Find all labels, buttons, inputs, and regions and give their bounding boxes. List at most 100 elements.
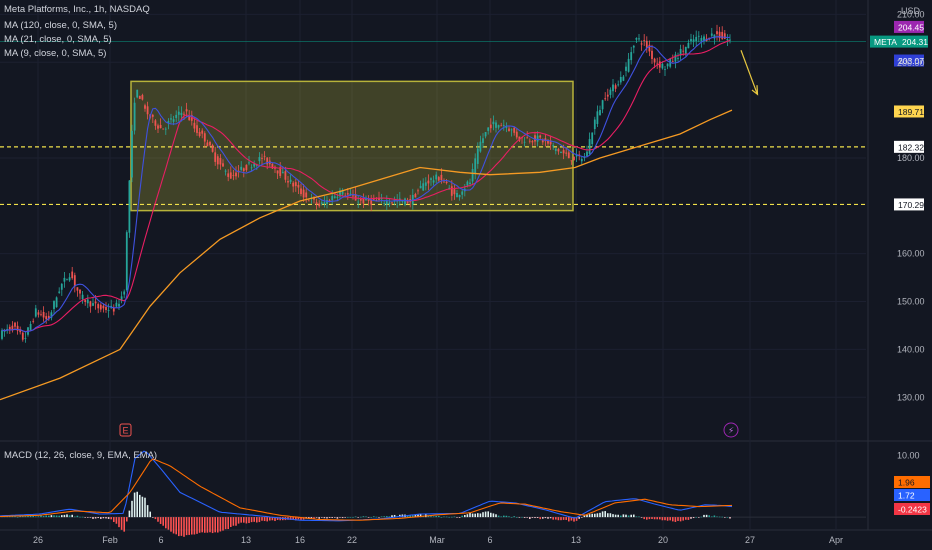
candle	[474, 153, 477, 180]
candle-body	[3, 331, 6, 332]
candle-body	[201, 130, 204, 134]
macd-histogram-bar	[362, 516, 365, 518]
legend-macd[interactable]: MACD (12, 26, close, 9, EMA, EMA)	[4, 450, 158, 461]
macd-histogram-bar	[196, 517, 198, 534]
macd-histogram-bar	[682, 517, 684, 521]
macd-histogram-bar	[188, 517, 190, 535]
macd-histogram-bar	[469, 512, 471, 518]
candle-body	[271, 163, 274, 169]
candle-body	[287, 181, 289, 183]
candle	[235, 166, 237, 180]
macd-histogram-bar	[271, 517, 274, 521]
candle-body	[14, 322, 16, 327]
candle	[305, 187, 308, 203]
macd-histogram-bar	[591, 513, 593, 518]
candle-body	[120, 296, 123, 301]
macd-histogram-bar	[204, 517, 206, 533]
candle-body	[133, 102, 136, 131]
macd-histogram-bar	[477, 513, 479, 518]
macd-histogram-bar	[458, 517, 461, 518]
macd-histogram-bar	[9, 516, 11, 518]
candle-body	[94, 301, 97, 304]
legend-ma21[interactable]: MA (21, close, 0, SMA, 5)	[4, 34, 112, 45]
candle-body	[424, 182, 427, 186]
macd-histogram-bar	[388, 516, 391, 518]
candle-body	[622, 76, 625, 81]
candle-body	[528, 140, 531, 142]
macd-histogram-bar	[711, 516, 713, 518]
y-tick-label: 130.00	[897, 392, 925, 402]
candle	[63, 271, 66, 288]
candle-body	[86, 299, 89, 304]
candle	[729, 34, 731, 44]
candle-body	[690, 39, 692, 42]
candle	[424, 177, 427, 191]
macd-histogram-bar	[27, 515, 29, 518]
candle	[697, 31, 700, 43]
macd-histogram-bar	[53, 515, 55, 518]
macd-histogram-bar	[484, 511, 487, 518]
macd-histogram-bar	[118, 517, 120, 528]
candle-body	[258, 157, 261, 162]
macd-histogram-bar	[107, 517, 110, 519]
candle-body	[128, 180, 131, 233]
candle-body	[385, 200, 388, 205]
legend-ma120[interactable]: MA (120, close, 0, SMA, 5)	[4, 20, 117, 31]
macd-histogram-bar	[570, 517, 573, 521]
candle-body	[92, 303, 94, 306]
candle-body	[713, 34, 716, 39]
candle	[573, 156, 575, 161]
y-tick-label: 150.00	[897, 297, 925, 307]
candle-body	[198, 131, 201, 137]
legend-ma9[interactable]: MA (9, close, 0, SMA, 5)	[4, 48, 107, 59]
macd-histogram-bar	[448, 516, 450, 518]
macd-histogram-bar	[612, 514, 614, 518]
candle	[635, 37, 638, 44]
candle-body	[461, 191, 464, 195]
candle-body	[323, 202, 326, 204]
candle-body	[687, 42, 690, 49]
candle	[593, 116, 596, 135]
macd-histogram-bar	[68, 515, 71, 518]
candle-body	[721, 31, 724, 39]
macd-histogram-bar	[581, 517, 583, 518]
candle-body	[341, 190, 344, 195]
candle	[214, 146, 217, 166]
candle	[645, 36, 648, 53]
macd-histogram-bar	[263, 517, 266, 522]
candle	[461, 189, 464, 200]
candle-body	[245, 164, 248, 171]
macd-histogram-bar	[276, 517, 279, 520]
macd-histogram-bar	[209, 517, 211, 533]
x-tick-label: 13	[571, 535, 581, 545]
macd-histogram-bar	[354, 516, 357, 518]
macd-histogram-bar	[128, 510, 131, 518]
candle-body	[29, 323, 32, 330]
candle-body	[344, 195, 347, 197]
candle	[222, 159, 224, 168]
candle-body	[697, 35, 700, 37]
macd-histogram-bar	[625, 514, 627, 518]
candle-body	[422, 183, 425, 191]
x-tick-label: 6	[158, 535, 163, 545]
candle-body	[565, 152, 568, 154]
candle-body	[170, 118, 172, 120]
macd-histogram-bar	[227, 517, 229, 530]
candle-body	[482, 138, 484, 143]
candle-body	[627, 58, 630, 72]
candle	[224, 169, 227, 176]
macd-histogram-bar	[165, 517, 167, 529]
macd-histogram-bar	[435, 516, 437, 518]
macd-histogram-bar	[557, 517, 560, 521]
macd-histogram-bar	[721, 516, 723, 518]
candle-body	[640, 43, 643, 45]
candle-body	[430, 178, 432, 180]
candle	[86, 294, 89, 309]
macd-histogram-bar	[61, 515, 63, 518]
candle	[123, 289, 126, 299]
macd-histogram-bar	[549, 517, 552, 519]
candle	[674, 51, 677, 69]
candle-body	[427, 180, 430, 184]
ma9-line	[1, 36, 731, 333]
